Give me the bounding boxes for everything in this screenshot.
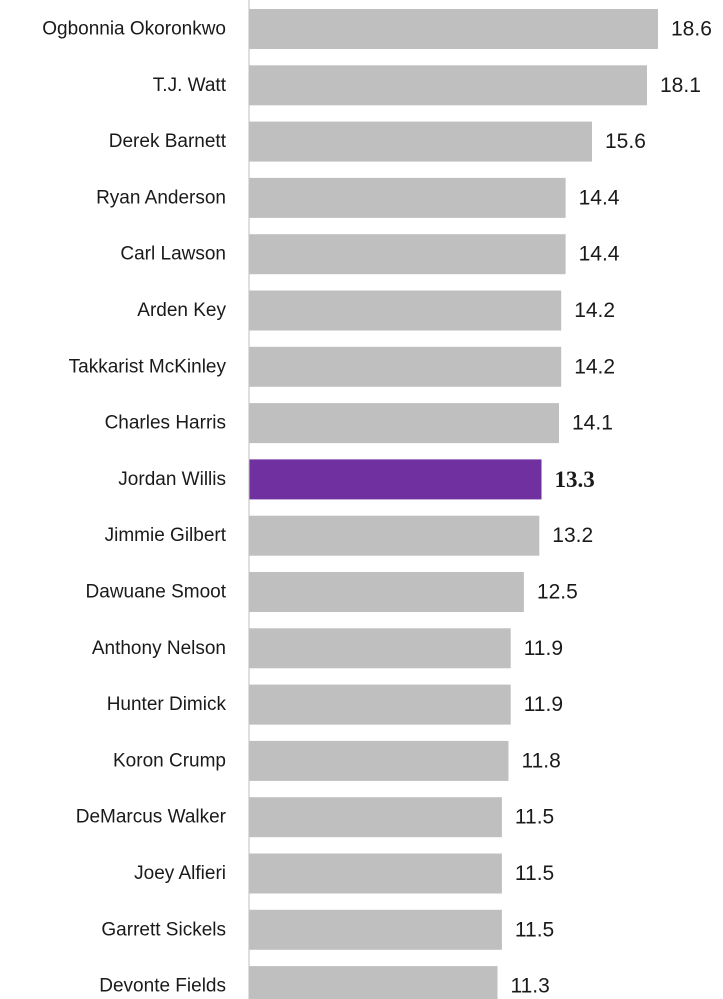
bar-joey-alfieri [249,853,502,894]
value-label-hunter-dimick: 11.9 [524,693,563,716]
value-label-carl-lawson: 14.4 [579,243,620,266]
bar-ryan-anderson [249,177,566,218]
value-label-jimmie-gilbert: 13.2 [552,524,593,547]
value-label-charles-harris: 14.1 [572,412,613,435]
value-label-takkarist-mckinley: 14.2 [574,355,615,378]
category-label-jordan-willis: Jordan Willis [118,469,226,490]
bar-charles-harris [249,403,559,444]
category-label-joey-alfieri: Joey Alfieri [134,863,226,884]
category-label-hunter-dimick: Hunter Dimick [107,694,227,715]
category-label-t-j-watt: T.J. Watt [153,75,227,96]
bar-dawuane-smoot [249,572,524,612]
value-label-anthony-nelson: 11.9 [524,637,563,660]
bar-t-j-watt [249,65,647,106]
value-label-jordan-willis: 13.3 [555,467,595,492]
bar-jimmie-gilbert [249,515,540,556]
bar-anthony-nelson [249,628,511,669]
value-label-koron-crump: 11.8 [522,749,561,772]
value-label-derek-barnett: 15.6 [605,130,646,153]
category-label-derek-barnett: Derek Barnett [109,131,227,152]
bar-garrett-sickels [249,909,502,950]
bar-devonte-fields [249,966,498,999]
value-labels-group: 18.6 18.1 15.6 14.4 14.4 14.2 14.2 14.1 13.3 13.2… [511,18,712,998]
category-label-charles-harris: Charles Harris [105,413,226,434]
category-label-demarcus-walker: DeMarcus Walker [76,807,227,828]
category-label-carl-lawson: Carl Lawson [120,244,226,265]
category-label-ryan-anderson: Ryan Anderson [96,187,226,208]
category-label-devonte-fields: Devonte Fields [99,976,226,997]
value-label-devonte-fields: 11.3 [511,975,550,998]
category-label-ogbonnia-okoronkwo: Ogbonnia Okoronkwo [42,19,226,40]
bar-arden-key [249,290,562,331]
value-label-demarcus-walker: 11.5 [515,806,554,829]
value-label-arden-key: 14.2 [574,299,615,322]
bars-group [249,9,658,999]
category-label-garrett-sickels: Garrett Sickels [101,919,226,940]
value-label-joey-alfieri: 11.5 [515,862,554,885]
value-label-ogbonnia-okoronkwo: 18.6 [671,18,712,41]
value-label-dawuane-smoot: 12.5 [537,581,578,604]
bar-demarcus-walker [249,797,502,838]
bar-koron-crump [249,740,509,781]
category-labels-group: Ogbonnia Okoronkwo T.J. Watt Derek Barnett… [42,19,227,997]
bar-hunter-dimick [249,684,511,725]
category-label-takkarist-mckinley: Takkarist McKinley [69,356,227,377]
value-label-t-j-watt: 18.1 [660,74,701,97]
bar-jordan-willis [249,459,542,500]
category-label-jimmie-gilbert: Jimmie Gilbert [105,525,227,546]
category-label-arden-key: Arden Key [137,300,226,321]
value-label-ryan-anderson: 14.4 [579,186,620,209]
bar-ogbonnia-okoronkwo [249,9,658,49]
bar-carl-lawson [249,234,566,275]
category-label-koron-crump: Koron Crump [113,750,226,771]
category-label-dawuane-smoot: Dawuane Smoot [86,582,227,603]
value-label-garrett-sickels: 11.5 [515,918,554,941]
bar-derek-barnett [249,121,592,162]
bar-takkarist-mckinley [249,346,562,387]
category-label-anthony-nelson: Anthony Nelson [92,638,226,659]
